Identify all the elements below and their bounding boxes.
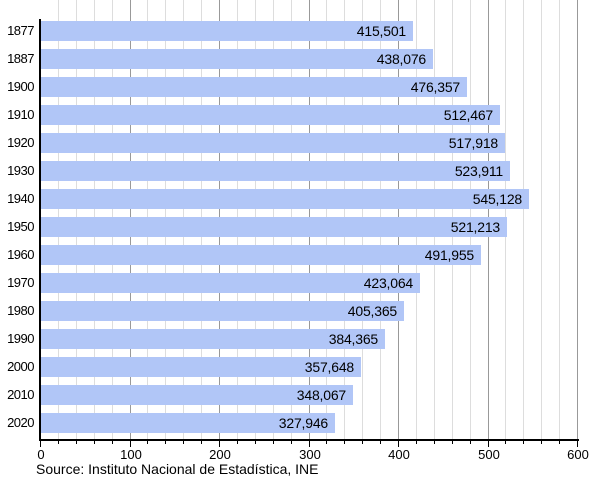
bar-value-label: 512,467 (443, 107, 493, 123)
bar: 523,911 (41, 161, 510, 181)
x-axis-major-tick (488, 441, 489, 447)
x-axis-minor-tick (505, 441, 506, 444)
bar-value-label: 476,357 (410, 79, 460, 95)
bar: 357,648 (41, 357, 361, 377)
y-axis-label: 1940 (7, 191, 34, 206)
minor-gridline (523, 0, 524, 440)
x-axis-major-tick (130, 441, 131, 447)
x-axis-minor-tick (326, 441, 327, 444)
x-axis-minor-tick (452, 441, 453, 444)
x-axis-minor-tick (147, 441, 148, 444)
x-axis-major-tick (219, 441, 220, 447)
x-axis-tick-label: 0 (37, 447, 45, 462)
bar: 476,357 (41, 77, 467, 97)
y-axis-label: 1887 (7, 51, 34, 66)
major-gridline (577, 0, 578, 440)
x-axis-minor-tick (470, 441, 471, 444)
x-axis-tick-label: 500 (478, 447, 500, 462)
x-axis-minor-tick (112, 441, 113, 444)
bar-value-label: 517,918 (448, 135, 498, 151)
bar-value-label: 357,648 (304, 359, 354, 375)
x-axis-minor-tick (559, 441, 560, 444)
y-axis-line (39, 19, 41, 441)
y-axis-label: 1970 (7, 275, 34, 290)
x-axis-minor-tick (183, 441, 184, 444)
x-axis-minor-tick (201, 441, 202, 444)
x-axis-tick-label: 300 (299, 447, 321, 462)
y-axis-label: 2020 (7, 415, 34, 430)
x-axis-minor-tick (273, 441, 274, 444)
x-axis-minor-tick (165, 441, 166, 444)
plot-area: 415,501 438,076 476,357 512,467 517,918 523,9… (41, 0, 578, 440)
bar: 423,064 (41, 273, 420, 293)
x-axis-minor-tick (523, 441, 524, 444)
y-axis-label: 1950 (7, 219, 34, 234)
minor-gridline (541, 0, 542, 440)
bar-value-label: 348,067 (296, 387, 346, 403)
bar-value-label: 415,501 (356, 23, 406, 39)
x-axis-major-tick (40, 441, 41, 447)
x-axis-tick-label: 100 (120, 447, 142, 462)
bar-value-label: 384,365 (328, 331, 378, 347)
x-axis-minor-tick (237, 441, 238, 444)
y-axis-label: 1980 (7, 303, 34, 318)
x-axis-minor-tick (255, 441, 256, 444)
x-axis-major-tick (577, 441, 578, 447)
y-axis-label: 2010 (7, 387, 34, 402)
bar: 405,365 (41, 301, 404, 321)
bar-value-label: 438,076 (376, 51, 426, 67)
bar: 384,365 (41, 329, 385, 349)
bar: 415,501 (41, 21, 413, 41)
x-axis-major-tick (309, 441, 310, 447)
y-axis-label: 1900 (7, 79, 34, 94)
bar-value-label: 523,911 (454, 163, 503, 179)
x-axis-minor-tick (362, 441, 363, 444)
bar-value-label: 423,064 (363, 275, 413, 291)
bar: 438,076 (41, 49, 433, 69)
y-axis-label: 1910 (7, 107, 34, 122)
bar: 517,918 (41, 133, 505, 153)
x-axis-minor-tick (58, 441, 59, 444)
bar-value-label: 545,128 (472, 191, 522, 207)
bar: 545,128 (41, 189, 529, 209)
x-axis-minor-tick (416, 441, 417, 444)
x-axis-minor-tick (291, 441, 292, 444)
bar-value-label: 405,365 (347, 303, 397, 319)
y-axis-label: 1877 (7, 23, 34, 38)
bar: 327,946 (41, 413, 335, 433)
x-axis-tick-label: 400 (388, 447, 410, 462)
bar-value-label: 491,955 (424, 247, 474, 263)
x-axis-minor-tick (541, 441, 542, 444)
x-axis-minor-tick (434, 441, 435, 444)
y-axis-labels: 1877 1887 1900 1910 1920 1930 1940 1950 1960 1970… (0, 0, 34, 440)
x-axis-tick-label: 600 (567, 447, 589, 462)
x-axis-minor-tick (380, 441, 381, 444)
x-axis-minor-tick (344, 441, 345, 444)
x-axis-tick-label: 200 (209, 447, 231, 462)
bar: 521,213 (41, 217, 507, 237)
bar-value-label: 327,946 (278, 415, 328, 431)
y-axis-label: 1960 (7, 247, 34, 262)
source-note: Source: Instituto Nacional de Estadístic… (36, 461, 319, 477)
x-axis-line (39, 439, 579, 441)
bar: 348,067 (41, 385, 353, 405)
minor-gridline (559, 0, 560, 440)
bar-value-label: 521,213 (450, 219, 500, 235)
bar: 491,955 (41, 245, 481, 265)
y-axis-label: 1930 (7, 163, 34, 178)
y-axis-label: 1990 (7, 331, 34, 346)
x-axis-major-tick (398, 441, 399, 447)
y-axis-label: 1920 (7, 135, 34, 150)
x-axis-minor-tick (76, 441, 77, 444)
bar: 512,467 (41, 105, 500, 125)
y-axis-label: 2000 (7, 359, 34, 374)
x-axis-minor-tick (94, 441, 95, 444)
